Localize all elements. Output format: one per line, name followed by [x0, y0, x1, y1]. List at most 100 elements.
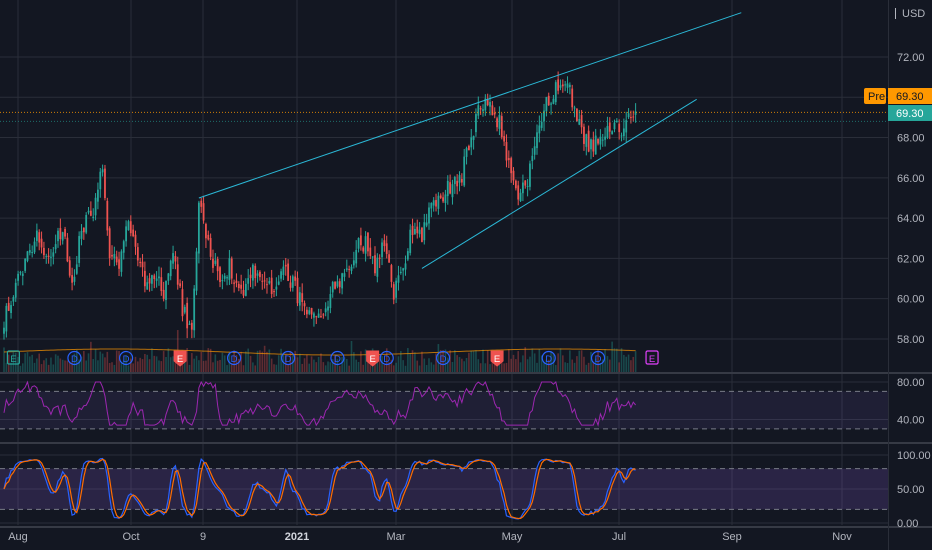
- candle-body: [89, 210, 92, 216]
- earnings-marker[interactable]: E: [645, 350, 659, 365]
- time-tick-label: 2021: [285, 531, 309, 543]
- volume-bar: [475, 350, 477, 372]
- candle-body: [263, 280, 266, 282]
- candle-body: [369, 247, 372, 256]
- candle-body: [507, 158, 510, 161]
- candle-body: [94, 197, 97, 216]
- trendline-channel-top[interactable]: [198, 12, 742, 199]
- candle-body: [153, 275, 156, 280]
- price-tick-label: 62.00: [897, 253, 925, 265]
- earnings-marker[interactable]: E: [490, 350, 504, 367]
- candle-body: [296, 277, 299, 304]
- dividend-marker[interactable]: D: [541, 350, 556, 366]
- dividend-circle-icon: [541, 350, 556, 366]
- event-marker-letter: D: [383, 354, 390, 365]
- volume-bar: [353, 352, 355, 372]
- event-marker-letter: D: [334, 354, 341, 365]
- candle-body: [277, 281, 280, 285]
- volume-bar: [80, 356, 83, 372]
- candle-body: [367, 232, 369, 252]
- volume-bar: [186, 348, 188, 372]
- volume-bar: [367, 359, 369, 372]
- candle-body: [338, 281, 341, 288]
- candle-body: [294, 276, 297, 281]
- volume-bar: [566, 362, 569, 372]
- candle-body: [352, 260, 355, 266]
- candle-body: [622, 128, 625, 137]
- candle-body: [151, 275, 153, 284]
- earnings-badge-icon: [490, 350, 504, 367]
- candle-body: [545, 97, 548, 112]
- pre-price-value: 69.30: [896, 91, 924, 103]
- dividend-marker[interactable]: D: [379, 350, 394, 366]
- dividend-marker[interactable]: D: [590, 350, 606, 366]
- candle-body: [465, 148, 468, 157]
- candle-body: [169, 260, 172, 277]
- volume-bar: [543, 361, 545, 372]
- candle-body: [256, 273, 259, 276]
- volume-bar: [306, 354, 308, 372]
- candle-body: [75, 264, 78, 274]
- volume-bar: [111, 362, 113, 372]
- earnings-badge-icon: [173, 350, 187, 367]
- candle-body: [155, 278, 158, 281]
- dividend-circle-icon: [118, 350, 134, 366]
- currency-label[interactable]: USD: [902, 8, 925, 20]
- candle-body: [139, 261, 142, 264]
- volume-bar: [397, 356, 400, 372]
- candle-body: [92, 216, 95, 219]
- candle-body: [439, 195, 442, 198]
- dividend-marker[interactable]: D: [227, 350, 242, 366]
- volume-bar: [554, 365, 557, 372]
- volume-bar: [472, 351, 475, 372]
- candle-body: [207, 234, 210, 240]
- candle-body: [432, 200, 435, 206]
- candle-body: [531, 155, 534, 162]
- volume-bar: [503, 363, 505, 372]
- volume-bar: [155, 356, 158, 372]
- candle-body: [209, 238, 212, 257]
- candle-body: [73, 276, 76, 282]
- dividend-marker[interactable]: D: [118, 350, 134, 366]
- candle-body: [162, 289, 165, 299]
- candle-body: [625, 120, 628, 133]
- rsi-pane: [0, 380, 888, 430]
- candle-body: [202, 203, 205, 221]
- volume-bar: [343, 357, 346, 372]
- volume-bar: [153, 355, 156, 372]
- volume-bar: [564, 362, 566, 372]
- candle-body: [305, 309, 308, 315]
- volume-bar: [259, 350, 261, 372]
- candle-body: [327, 306, 329, 311]
- earnings-marker[interactable]: E: [173, 350, 187, 367]
- volume-bar: [195, 355, 198, 372]
- volume-bar: [87, 353, 90, 372]
- volume-bar: [500, 359, 503, 372]
- volume-bar: [388, 362, 390, 372]
- volume-bar: [162, 351, 165, 372]
- candle-body: [82, 227, 85, 233]
- candle-body: [345, 268, 348, 270]
- dividend-marker[interactable]: D: [281, 350, 296, 366]
- candle-body: [273, 291, 275, 293]
- candle-body: [477, 105, 480, 116]
- volume-bar: [38, 353, 41, 372]
- candle-body: [493, 112, 496, 115]
- volume-bar: [172, 356, 174, 372]
- candle-body: [66, 237, 69, 262]
- dividend-marker[interactable]: D: [67, 350, 82, 366]
- dividend-marker[interactable]: D: [330, 350, 345, 366]
- earnings-marker[interactable]: E: [6, 350, 20, 365]
- volume-bar: [461, 358, 463, 372]
- candle-body: [529, 163, 531, 187]
- time-axis[interactable]: Aug Oct 9 2021 Mar May Jul Sep Nov: [8, 531, 852, 543]
- earnings-marker[interactable]: E: [366, 350, 380, 367]
- trendline-channel-bottom[interactable]: [421, 98, 697, 269]
- candle-body: [80, 230, 83, 239]
- trendlines[interactable]: [198, 12, 742, 269]
- dividend-marker[interactable]: D: [435, 350, 451, 366]
- stoch-tick-label: 100.00: [897, 450, 931, 462]
